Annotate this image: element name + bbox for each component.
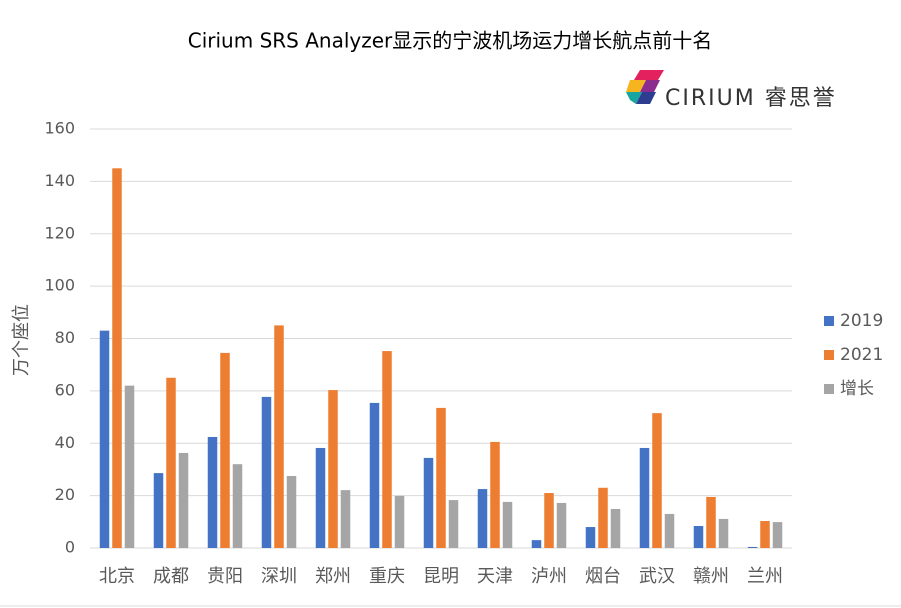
bar bbox=[436, 407, 446, 548]
bar bbox=[286, 475, 297, 548]
bar bbox=[166, 377, 176, 548]
bar bbox=[747, 546, 758, 548]
x-tick-label: 贵阳 bbox=[207, 566, 243, 587]
y-tick-label: 140 bbox=[44, 171, 75, 190]
x-tick-label: 赣州 bbox=[693, 566, 729, 587]
y-tick-label: 100 bbox=[44, 276, 75, 295]
bar bbox=[693, 526, 704, 548]
bar bbox=[153, 473, 164, 548]
bar bbox=[502, 501, 513, 548]
bar bbox=[382, 351, 392, 548]
bar bbox=[585, 527, 596, 548]
y-tick-label: 0 bbox=[65, 538, 75, 557]
bar bbox=[328, 390, 338, 548]
logo-text: CIRIUM 睿思誉 bbox=[665, 86, 837, 111]
x-tick-label: 成都 bbox=[153, 566, 189, 587]
bar bbox=[664, 513, 675, 548]
logo-icon bbox=[626, 70, 664, 104]
x-tick-label: 天津 bbox=[477, 566, 513, 587]
bar bbox=[718, 518, 729, 548]
bar bbox=[610, 508, 621, 548]
bar bbox=[544, 493, 554, 548]
y-axis-label: 万个座位 bbox=[11, 304, 32, 376]
x-tick-label: 武汉 bbox=[639, 566, 675, 587]
bar bbox=[772, 522, 783, 548]
bar bbox=[315, 447, 326, 548]
bar bbox=[477, 489, 488, 548]
bar bbox=[207, 436, 218, 548]
bar bbox=[99, 330, 110, 548]
y-tick-label: 120 bbox=[44, 223, 75, 242]
x-tick-label: 泸州 bbox=[531, 566, 567, 587]
bar bbox=[220, 352, 230, 548]
x-tick-label: 深圳 bbox=[261, 566, 297, 587]
bar bbox=[112, 168, 122, 548]
bar bbox=[531, 540, 542, 548]
legend-label: 增长 bbox=[840, 379, 874, 399]
legend-label: 2021 bbox=[840, 345, 883, 365]
bar bbox=[340, 490, 351, 548]
y-tick-label: 40 bbox=[55, 433, 75, 452]
y-tick-label: 60 bbox=[55, 380, 75, 399]
y-tick-label: 160 bbox=[44, 119, 75, 138]
legend-swatch bbox=[824, 350, 834, 360]
bar bbox=[369, 402, 380, 548]
legend-label: 2019 bbox=[840, 311, 883, 331]
bar bbox=[760, 521, 770, 548]
bar bbox=[639, 447, 650, 548]
legend-swatch bbox=[824, 384, 834, 394]
y-tick-label: 80 bbox=[55, 328, 75, 347]
legend-swatch bbox=[824, 316, 834, 326]
bar bbox=[652, 413, 662, 548]
bar bbox=[598, 487, 608, 548]
bar bbox=[556, 502, 567, 548]
chart-title: Cirium SRS Analyzer显示的宁波机场运力增长航点前十名 bbox=[188, 29, 713, 53]
bar bbox=[423, 457, 434, 548]
x-tick-label: 昆明 bbox=[423, 566, 459, 587]
bar bbox=[124, 385, 135, 548]
bar bbox=[274, 325, 284, 548]
bar bbox=[448, 500, 459, 548]
bar bbox=[706, 496, 716, 548]
x-tick-label: 兰州 bbox=[747, 566, 783, 587]
y-tick-label: 20 bbox=[55, 485, 75, 504]
bar bbox=[394, 495, 405, 548]
x-tick-label: 北京 bbox=[99, 566, 135, 587]
x-tick-label: 重庆 bbox=[369, 566, 405, 587]
x-tick-label: 烟台 bbox=[585, 566, 621, 587]
bar bbox=[232, 464, 243, 548]
bar bbox=[178, 452, 189, 548]
bar bbox=[490, 441, 500, 548]
x-tick-label: 郑州 bbox=[315, 566, 351, 587]
bar bbox=[261, 396, 272, 548]
